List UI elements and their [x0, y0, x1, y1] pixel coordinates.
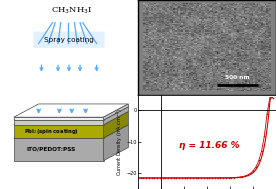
Text: PbI$_2$(spin coating): PbI$_2$(spin coating) — [24, 127, 79, 136]
Polygon shape — [14, 120, 104, 125]
Text: CH$_3$NH$_3$I: CH$_3$NH$_3$I — [51, 6, 92, 16]
Polygon shape — [14, 138, 104, 161]
Text: ITO/PEDOT:PSS: ITO/PEDOT:PSS — [27, 147, 76, 152]
Text: Spray coating: Spray coating — [44, 37, 94, 43]
FancyBboxPatch shape — [33, 32, 105, 48]
Polygon shape — [104, 107, 128, 125]
Polygon shape — [104, 112, 128, 138]
Polygon shape — [14, 125, 128, 138]
Y-axis label: Current Density (mA cm$^{-2}$): Current Density (mA cm$^{-2}$) — [115, 108, 125, 176]
Polygon shape — [14, 117, 104, 120]
Polygon shape — [104, 104, 128, 120]
Polygon shape — [14, 107, 128, 120]
Text: η = 11.66 %: η = 11.66 % — [179, 141, 240, 150]
Polygon shape — [14, 125, 104, 138]
Polygon shape — [104, 125, 128, 161]
Text: 500 nm: 500 nm — [225, 75, 250, 80]
Polygon shape — [14, 104, 128, 117]
Polygon shape — [14, 112, 128, 125]
